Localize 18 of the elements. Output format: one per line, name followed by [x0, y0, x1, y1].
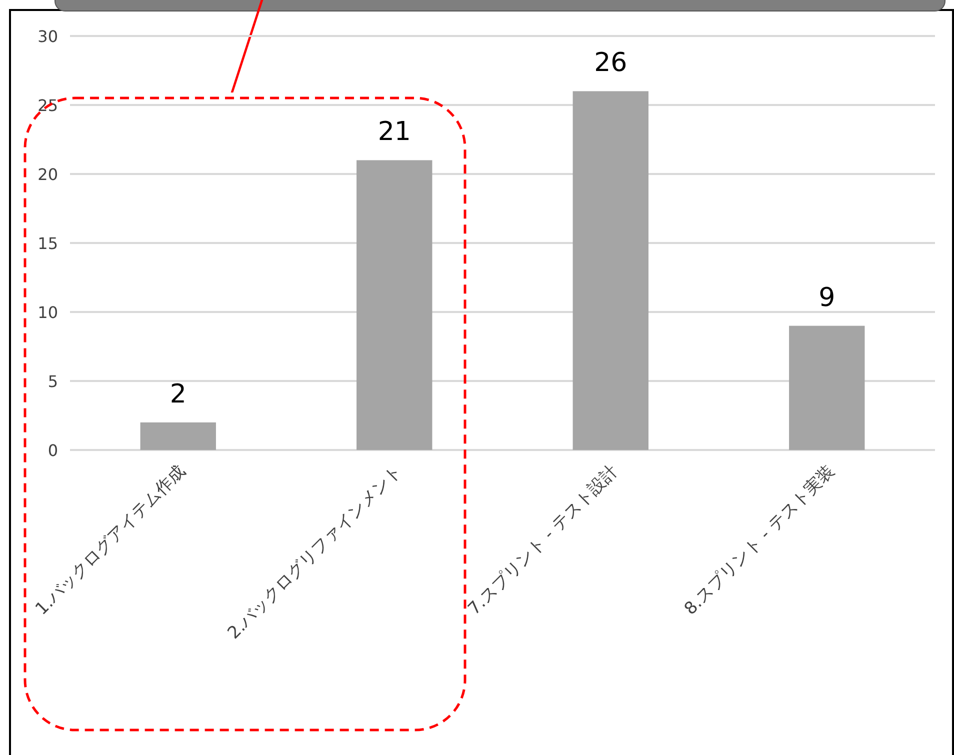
- y-tick-label: 5: [48, 372, 58, 391]
- y-tick-label: 15: [38, 234, 58, 253]
- x-tick-label: 1.バックログアイテム作成: [32, 461, 190, 620]
- bar: [572, 91, 648, 450]
- y-tick-label: 0: [48, 441, 58, 460]
- data-label: 2: [170, 379, 186, 410]
- data-label: 9: [818, 282, 836, 313]
- bar: [356, 160, 432, 450]
- x-tick-label: 7.スプリント - テスト設計: [464, 461, 622, 620]
- y-tick-label: 20: [38, 165, 58, 184]
- bar: [789, 326, 865, 450]
- data-label: 26: [594, 48, 628, 78]
- x-tick-label: 8.スプリント - テスト実装: [680, 461, 838, 620]
- x-tick-label: 2.バックログリファインメント: [224, 461, 406, 644]
- data-label: 21: [378, 117, 411, 148]
- y-tick-label: 30: [38, 27, 58, 46]
- y-tick-label: 10: [38, 303, 58, 322]
- bar: [140, 422, 216, 450]
